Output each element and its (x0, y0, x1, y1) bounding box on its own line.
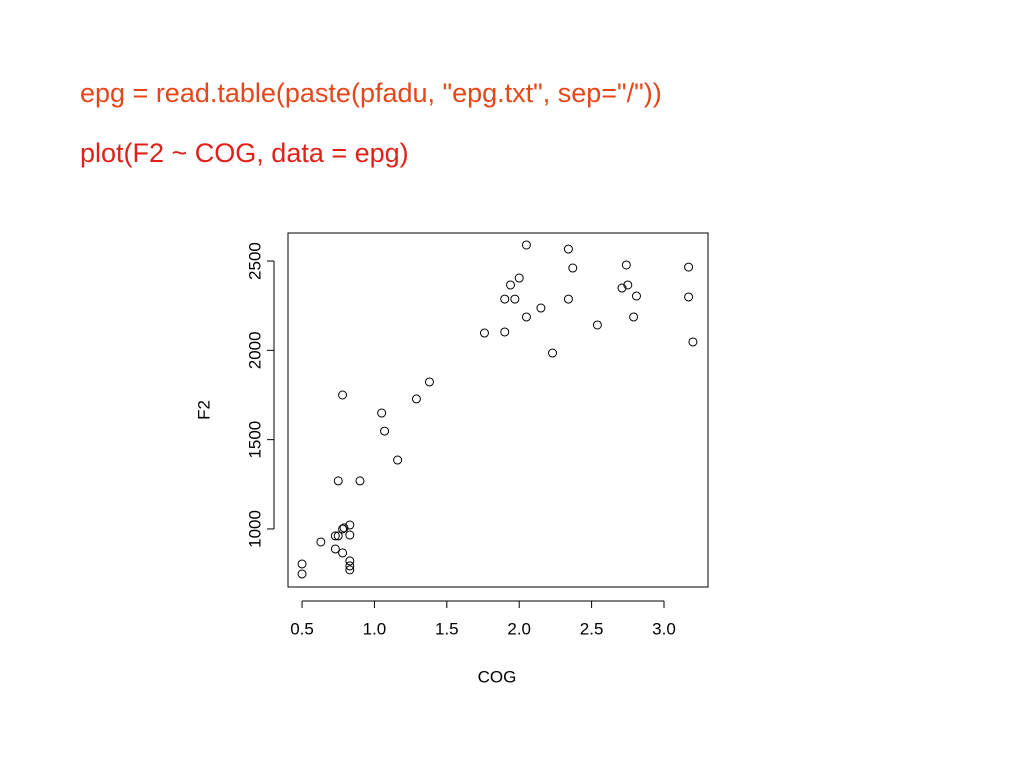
point (393, 455, 403, 465)
y-axis-label: F2 (194, 400, 213, 420)
point (592, 320, 602, 330)
point (623, 280, 633, 290)
point (345, 565, 355, 575)
point (548, 348, 558, 358)
point (521, 240, 531, 250)
point (684, 262, 694, 272)
point (339, 523, 349, 533)
point (514, 273, 524, 283)
point (297, 559, 307, 569)
code-line: plot(F2 ~ COG, data = epg) (80, 138, 409, 168)
x-tick-label: 2.0 (507, 619, 531, 638)
point (380, 426, 390, 436)
point (345, 561, 355, 571)
x-tick-label: 1.5 (435, 619, 459, 638)
point (377, 408, 387, 418)
point (563, 294, 573, 304)
point (621, 260, 631, 270)
point (338, 390, 348, 400)
x-tick-label: 0.5 (290, 619, 314, 638)
point (500, 294, 510, 304)
x-tick-label: 3.0 (652, 619, 676, 638)
point (568, 263, 578, 273)
point (688, 337, 698, 347)
point (338, 524, 348, 534)
point (338, 548, 348, 558)
point (345, 530, 355, 540)
point (297, 569, 307, 579)
x-axis-label: COG (478, 667, 517, 686)
point (345, 520, 355, 530)
x-tick-label: 2.5 (580, 619, 604, 638)
x-tick-label: 1.0 (363, 619, 387, 638)
point (330, 531, 340, 541)
point (631, 291, 641, 301)
point (536, 303, 546, 313)
point (563, 244, 573, 254)
point (424, 377, 434, 387)
point (617, 283, 627, 293)
plot-box (287, 232, 709, 588)
point (411, 394, 421, 404)
point (316, 537, 326, 547)
point (506, 280, 516, 290)
point (330, 544, 340, 554)
point (333, 476, 343, 486)
y-tick-label: 2000 (245, 331, 264, 369)
point (521, 312, 531, 322)
point (510, 294, 520, 304)
point (629, 312, 639, 322)
point (345, 556, 355, 566)
point (684, 292, 694, 302)
point (355, 476, 365, 486)
point (479, 328, 489, 338)
y-tick-label: 2500 (245, 242, 264, 280)
y-tick-label: 1500 (245, 421, 264, 459)
point (333, 531, 343, 541)
point (500, 327, 510, 337)
code-line: epg = read.table(paste(pfadu, "epg.txt",… (80, 78, 662, 108)
y-tick-label: 1000 (245, 510, 264, 548)
